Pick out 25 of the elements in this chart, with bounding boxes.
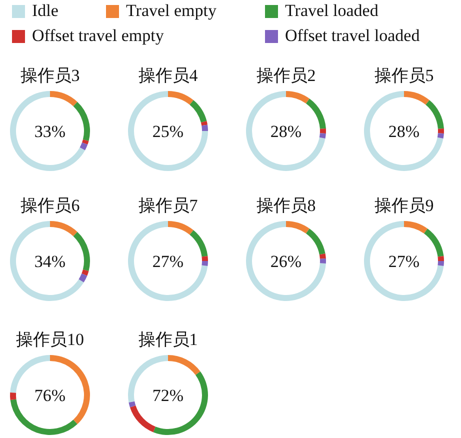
- chart-title: 操作员1: [138, 330, 198, 349]
- text: 26%: [270, 252, 302, 271]
- legend-label: Travel empty: [126, 1, 218, 20]
- text: 28%: [270, 122, 302, 141]
- text: 33%: [34, 122, 66, 141]
- chart-title: 操作员8: [256, 196, 316, 215]
- chart-title: 操作员10: [16, 330, 84, 349]
- text: 操作员3: [20, 66, 80, 85]
- chart-title: 操作员2: [256, 66, 316, 85]
- legend-label: Travel loaded: [285, 1, 379, 20]
- text: 27%: [388, 252, 420, 271]
- chart-title: 操作员7: [138, 196, 198, 215]
- text: 27%: [152, 252, 184, 271]
- text: 76%: [34, 386, 66, 405]
- text: 28%: [388, 122, 420, 141]
- text: 25%: [152, 122, 184, 141]
- text: 72%: [152, 386, 184, 405]
- legend-label: Idle: [32, 1, 58, 20]
- chart-title: 操作员5: [374, 66, 434, 85]
- text: 34%: [34, 252, 66, 271]
- legend-label: Offset travel loaded: [285, 26, 420, 45]
- chart-title: 操作员4: [138, 66, 198, 85]
- chart-title: 操作员9: [374, 196, 434, 215]
- legend-label: Offset travel empty: [32, 26, 164, 45]
- chart-title: 操作员6: [20, 196, 80, 215]
